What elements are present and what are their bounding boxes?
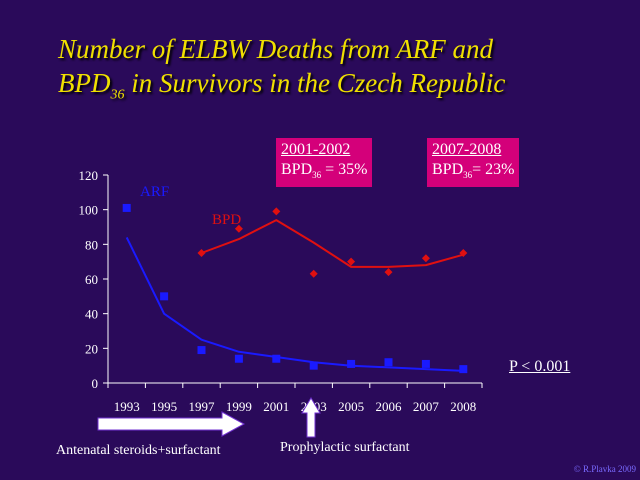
title-line-2-suffix: in Survivors in the Czech Republic [124, 68, 506, 98]
box-subscript: 36 [463, 170, 473, 181]
arf-point [347, 359, 356, 368]
bpd-series-label: BPD [212, 212, 241, 228]
arf-point [197, 346, 206, 355]
title-line-2-prefix: BPD [58, 68, 111, 98]
bpd-trend-line [201, 219, 464, 268]
title-line-2-subscript: 36 [110, 87, 125, 103]
x-tick-label: 2005 [338, 399, 364, 414]
x-tick-label: 1997 [189, 399, 216, 414]
x-tick-label: 1993 [114, 399, 140, 414]
box-period: 2001-2002 [281, 141, 351, 158]
arf-point [459, 365, 468, 374]
arf-point [160, 292, 169, 301]
bpd-point [421, 254, 430, 263]
arf-point [421, 359, 430, 368]
title-line-1: Number of ELBW Deaths from ARF and [58, 34, 493, 64]
bpd-point [459, 249, 468, 257]
box-subscript: 36 [312, 170, 322, 181]
box-value: = 23% [472, 161, 515, 178]
bpd-box-2007-2008: 2007-2008 BPD36= 23% [427, 138, 520, 188]
bpd-point [197, 249, 206, 257]
x-tick-label: 2007 [413, 399, 440, 414]
x-tick-label: 2008 [450, 399, 476, 414]
y-tick-label: 0 [92, 376, 99, 391]
arf-trend-line [125, 236, 464, 372]
arf-point [234, 354, 243, 363]
y-tick-label: 80 [85, 237, 98, 252]
bpd-point [272, 207, 281, 216]
y-tick-label: 20 [85, 341, 98, 356]
box-period: 2007-2008 [432, 141, 502, 158]
arf-series-label: ARF [140, 184, 169, 200]
antenatal-arrow [97, 411, 246, 437]
copyright: © R.Plavka 2009 [573, 464, 636, 474]
bpd-point [347, 257, 356, 266]
arf-point [272, 354, 281, 363]
bpd-box-2001-2002: 2001-2002 BPD36 = 35% [276, 138, 373, 188]
prophylactic-note: Prophylactic surfactant [280, 440, 410, 455]
x-tick-label: 2006 [376, 399, 403, 414]
box-value: = 35% [321, 161, 368, 178]
x-tick-label: 2001 [263, 399, 289, 414]
x-tick-label: 1995 [151, 399, 177, 414]
box-label: BPD [432, 161, 464, 178]
antenatal-note: Antenatal steroids+surfactant [56, 443, 221, 458]
bpd-point [384, 268, 393, 277]
x-tick-label: 1999 [226, 399, 252, 414]
y-tick-label: 100 [79, 203, 99, 218]
p-value-label: P < 0.001 [509, 358, 571, 375]
bpd-point [309, 269, 318, 278]
y-tick-label: 60 [85, 272, 98, 287]
y-tick-label: 40 [85, 307, 98, 322]
arf-point [384, 358, 393, 367]
arf-point [122, 203, 131, 212]
prophylactic-arrow [301, 397, 321, 438]
y-tick-label: 120 [79, 168, 99, 183]
bpd-point [234, 224, 243, 233]
arf-point [309, 361, 318, 370]
chart-title: Number of ELBW Deaths from ARF and BPD36… [58, 32, 598, 112]
box-label: BPD [281, 161, 313, 178]
